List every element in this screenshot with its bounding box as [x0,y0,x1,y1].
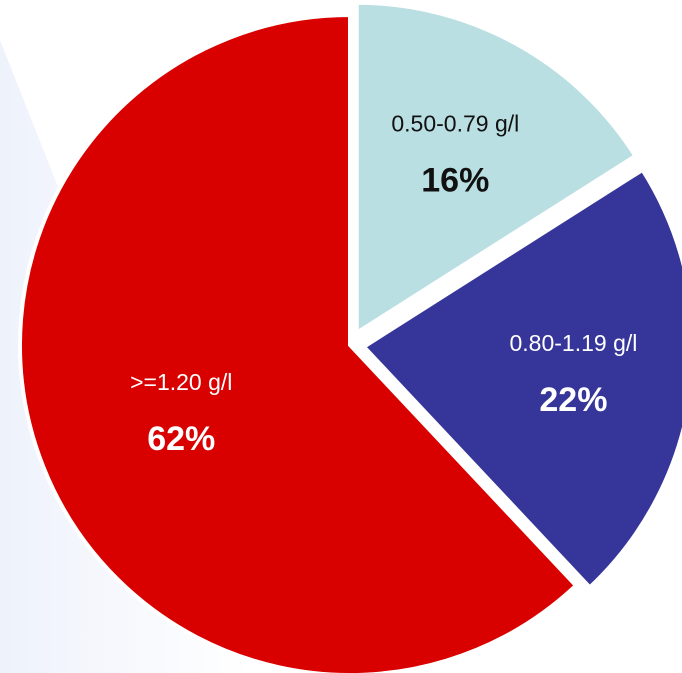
pie-slices [18,0,682,673]
pie-slice-rim-3 [19,13,578,673]
pie-labels: 0.50-0.79 g/l 16% 0.80-1.19 g/l 22% >=1.20 g… [130,110,637,457]
pie-slice-1 [354,0,639,337]
pie-slice-value-1: 16% [421,161,489,199]
pie-slice-label-2: 0.80-1.19 g/l [509,330,637,356]
pie-slice-2 [360,167,682,591]
pie-slice-rim-1 [355,1,637,335]
pie-slice-label-1: 0.50-0.79 g/l [391,110,519,136]
pie-slice-value-2: 22% [539,381,607,419]
pie-slice-value-3: 62% [147,420,215,458]
pie-slice-3 [18,12,579,673]
pie-slice-label-3: >=1.20 g/l [130,369,232,395]
pie-slice-rim-2 [362,168,682,589]
